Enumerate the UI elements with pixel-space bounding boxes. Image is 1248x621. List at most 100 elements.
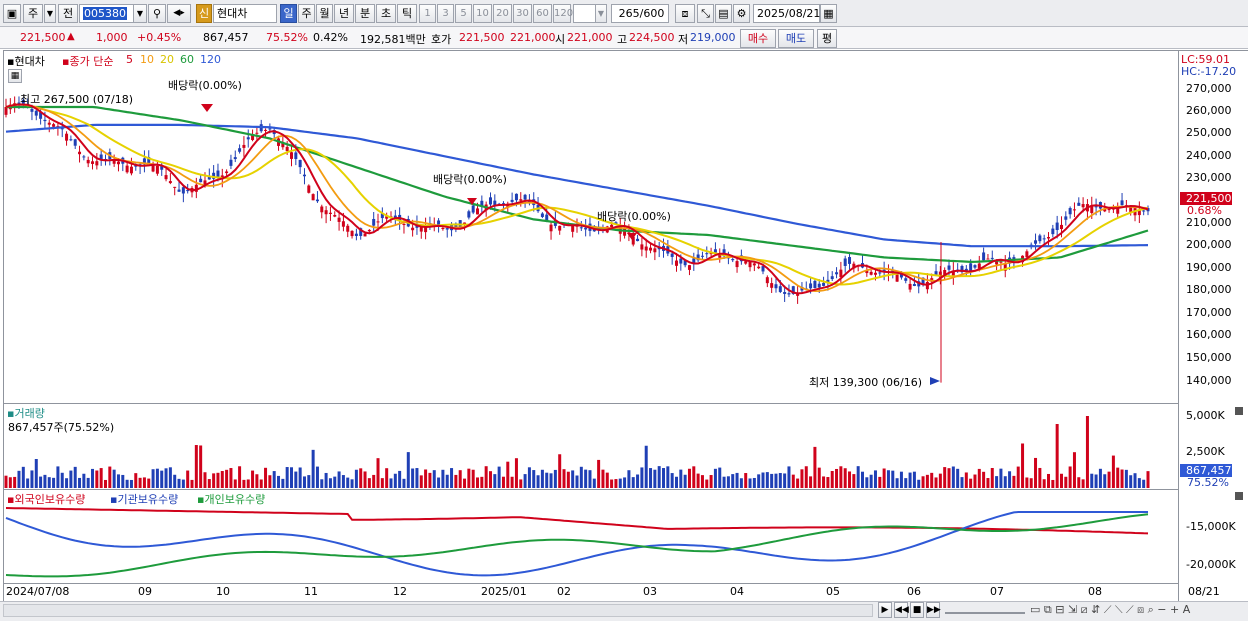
code-dropdown-icon[interactable]: ▼ <box>133 4 147 23</box>
scroll-track[interactable] <box>3 604 873 617</box>
volume-bar <box>406 452 410 488</box>
volume-bar <box>627 470 631 488</box>
volume-bar <box>419 475 423 488</box>
minute-option-3[interactable]: 3 <box>437 4 454 23</box>
volume-panel-close-icon[interactable] <box>1235 407 1243 415</box>
volume-bar <box>212 473 216 488</box>
volume-bar <box>882 468 886 488</box>
save-icon[interactable]: ▤ <box>715 4 732 23</box>
table-icon[interactable]: ▦ <box>8 69 22 83</box>
volume-bar <box>947 468 951 488</box>
volume-bar <box>1107 471 1111 488</box>
speaker-icon[interactable]: ◀▸ <box>167 4 191 23</box>
minute-option-60[interactable]: 60 <box>533 4 552 23</box>
date-field[interactable]: 2025/08/21 <box>753 4 820 23</box>
fast-forward-icon[interactable]: ▶▶ <box>926 602 941 618</box>
volume-bar <box>597 459 601 488</box>
open-price: 221,000 <box>567 31 613 44</box>
type-button[interactable]: 주 <box>23 4 43 23</box>
volume-bar <box>757 474 761 488</box>
volume-bar <box>320 479 324 488</box>
stock-name-field[interactable]: 현대차 <box>213 4 277 23</box>
volume-bar <box>437 477 441 488</box>
gear-icon[interactable]: ⚙ <box>733 4 750 23</box>
buy-button[interactable]: 매수 <box>740 29 776 48</box>
candle-body <box>1120 200 1124 206</box>
holding-panel-close-icon[interactable] <box>1235 492 1243 500</box>
volume-bar <box>151 469 155 488</box>
sell-button[interactable]: 매도 <box>778 29 814 48</box>
volume-bar <box>969 478 973 488</box>
volume-bar <box>592 478 596 488</box>
volume-bar <box>696 473 700 488</box>
candle-body <box>575 225 579 227</box>
candle-body <box>476 208 480 215</box>
candle-body <box>865 269 869 274</box>
y-tick: 170,000 <box>1186 306 1232 319</box>
period-tick[interactable]: 틱 <box>397 4 417 23</box>
holding-legend-foreign: ▪외국인보유수량 <box>7 491 85 507</box>
volume-bar <box>990 467 994 488</box>
volume-bar <box>52 477 56 488</box>
window-icon[interactable]: ▣ <box>3 4 21 23</box>
scroll-right-icon[interactable]: ▶ <box>878 602 892 618</box>
tool-icons[interactable]: ▭ ⧉ ⊟ ⇲ ⧄ ⇵ ⟋ ⟍ ⟋ ⧇ ⌕ − + A <box>1030 603 1191 616</box>
period-week[interactable]: 주 <box>298 4 315 23</box>
minute-option-120[interactable]: 120 <box>553 4 573 23</box>
candle-body <box>765 277 769 284</box>
minute-option-5[interactable]: 5 <box>455 4 472 23</box>
calendar-icon[interactable]: ▦ <box>820 4 837 23</box>
period-minute[interactable]: 분 <box>355 4 375 23</box>
turnover-rate: 0.42% <box>313 31 348 44</box>
price-volume-divider[interactable] <box>3 403 1179 404</box>
eval-button[interactable]: 평 <box>817 29 837 48</box>
minute-option-30[interactable]: 30 <box>513 4 532 23</box>
candle-body <box>636 238 640 242</box>
volume-bar <box>380 478 384 488</box>
volume-bar <box>1008 471 1012 488</box>
volume-bar <box>259 479 263 488</box>
prev-button[interactable]: 전 <box>58 4 78 23</box>
search-icon[interactable]: ⚲ <box>148 4 166 23</box>
volume-value: 867,457 <box>203 31 249 44</box>
period-month[interactable]: 월 <box>316 4 333 23</box>
period-year[interactable]: 년 <box>334 4 354 23</box>
candle-body <box>194 184 198 192</box>
volume-bar <box>540 469 544 488</box>
volume-bar <box>298 467 302 488</box>
candle-body <box>164 175 168 180</box>
stock-code-input[interactable]: 005380 <box>79 4 134 23</box>
volume-bar <box>1098 468 1102 488</box>
candle-body <box>835 272 839 275</box>
minute-option-1[interactable]: 1 <box>419 4 436 23</box>
candle-body <box>246 137 250 140</box>
candle-body <box>99 154 103 161</box>
chart-area[interactable] <box>3 50 1179 602</box>
candle-body <box>735 261 739 268</box>
candle-body <box>315 199 319 202</box>
volume-bar <box>778 473 782 488</box>
period-second[interactable]: 초 <box>376 4 396 23</box>
lc-value: LC:59.01 <box>1181 53 1231 66</box>
candle-body <box>873 272 877 275</box>
rewind-icon[interactable]: ◀◀ <box>894 602 909 618</box>
minute-option-20[interactable]: 20 <box>493 4 512 23</box>
zoom-slider[interactable] <box>945 606 1025 614</box>
stop-icon[interactable]: ■ <box>910 602 924 618</box>
count-total: /600 <box>639 7 665 20</box>
volume-bar <box>160 470 164 488</box>
draw-tool-icon[interactable]: ⤡ <box>697 4 714 23</box>
period-day[interactable]: 일 <box>280 4 297 23</box>
volume-current-percent: 75.52% <box>1187 476 1229 489</box>
chart-type-icon[interactable]: ⧈ <box>675 4 695 23</box>
candle-body <box>705 253 709 255</box>
count-field[interactable]: 265/600 <box>611 4 669 23</box>
volume-bar <box>731 474 735 488</box>
candle-body <box>34 110 38 116</box>
type-dropdown-icon[interactable]: ▼ <box>44 4 56 23</box>
volume-bar <box>744 473 748 488</box>
volume-bar <box>488 471 492 488</box>
minute-option-10[interactable]: 10 <box>473 4 492 23</box>
volume-holding-divider[interactable] <box>3 489 1179 490</box>
custom-period-dropdown-icon[interactable]: ▼ <box>595 4 607 23</box>
